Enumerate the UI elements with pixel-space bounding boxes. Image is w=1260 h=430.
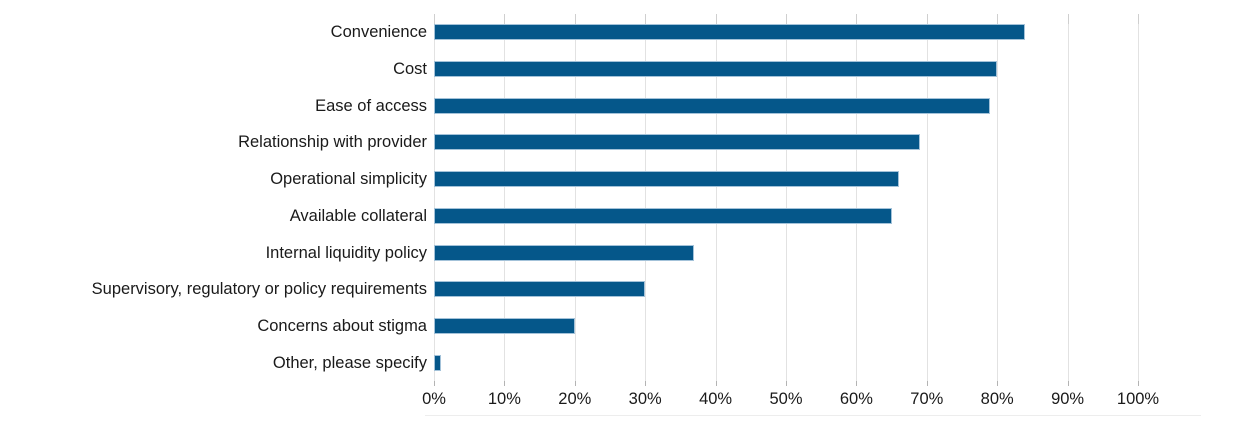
bar-convenience: [434, 24, 1026, 41]
x-tick-label: 20%: [558, 390, 592, 408]
x-tick: [786, 381, 787, 386]
category-label-internal-liquidity-policy: Internal liquidity policy: [265, 243, 427, 262]
x-tick-label: 10%: [487, 390, 521, 408]
x-tick-top: [574, 14, 576, 24]
x-tick-label: 60%: [839, 390, 873, 408]
gridline-90: [1067, 14, 1069, 381]
x-tick: [715, 381, 717, 386]
bar-operational-simplicity: [434, 171, 899, 188]
x-tick-label: 40%: [699, 390, 733, 408]
x-tick: [997, 381, 999, 386]
category-label-other-please-specify: Other, please specify: [272, 353, 427, 372]
x-tick-top: [645, 14, 647, 24]
x-tick: [645, 381, 647, 386]
plot-area: [434, 14, 1139, 386]
x-tick: [574, 381, 576, 386]
x-tick: [504, 381, 506, 386]
bar-supervisory-regulatory-or-policy-requirements: [434, 281, 646, 298]
gridline-30: [645, 14, 647, 381]
x-tick-label: 30%: [628, 390, 662, 408]
x-tick: [1138, 381, 1139, 386]
gridline-100: [1138, 14, 1139, 381]
x-tick: [856, 381, 858, 386]
x-tick-top: [926, 14, 928, 24]
gridline-70: [926, 14, 928, 381]
chart-bottom-border: [425, 415, 1201, 416]
bar-available-collateral: [434, 207, 892, 224]
x-tick-label: 0%: [422, 390, 446, 408]
bar-ease-of-access: [434, 97, 991, 114]
x-tick: [1067, 381, 1069, 386]
bar-concerns-about-stigma: [434, 317, 575, 334]
x-axis: 0% 10% 20% 30% 40% 50% 60% 70% 80% 90% 100%: [422, 390, 1159, 412]
x-tick-label: 80%: [980, 390, 1014, 408]
category-label-available-collateral: Available collateral: [289, 206, 427, 225]
gridline-40: [715, 14, 717, 381]
gridline-0: [434, 14, 435, 381]
bar-internal-liquidity-policy: [434, 244, 695, 261]
x-tick-top: [715, 14, 717, 24]
gridline-60: [856, 14, 858, 381]
category-label-relationship-with-provider: Relationship with provider: [238, 133, 427, 152]
bar-cost: [434, 61, 998, 78]
category-label-operational-simplicity: Operational simplicity: [270, 170, 427, 189]
bar-other-please-specify: [434, 354, 442, 371]
gridline-10: [504, 14, 506, 381]
category-label-cost: Cost: [393, 59, 427, 78]
x-tick-top: [1067, 14, 1069, 24]
x-tick-top: [997, 14, 999, 24]
category-label-ease-of-access: Ease of access: [315, 96, 427, 115]
x-tick-top: [504, 14, 506, 24]
gridline-50: [786, 14, 787, 381]
x-tick-label: 70%: [910, 390, 944, 408]
x-tick-top: [856, 14, 858, 24]
x-tick-top: [1138, 14, 1139, 24]
category-label-concerns-about-stigma: Concerns about stigma: [257, 316, 427, 335]
x-tick-label: 100%: [1116, 390, 1160, 408]
bar-relationship-with-provider: [434, 134, 920, 151]
category-label-supervisory-regulatory-or-policy-requirements: Supervisory, regulatory or policy requir…: [91, 280, 427, 299]
gridline-80: [997, 14, 999, 381]
category-labels: Convenience Cost Ease of access Relationshi…: [0, 14, 427, 381]
x-tick-label: 90%: [1051, 390, 1085, 408]
x-tick: [434, 381, 435, 386]
x-tick: [926, 381, 928, 386]
x-tick-label: 50%: [769, 390, 803, 408]
gridline-20: [574, 14, 576, 381]
x-tick-top: [434, 14, 435, 24]
category-label-convenience: Convenience: [330, 23, 427, 42]
x-tick-top: [786, 14, 787, 24]
